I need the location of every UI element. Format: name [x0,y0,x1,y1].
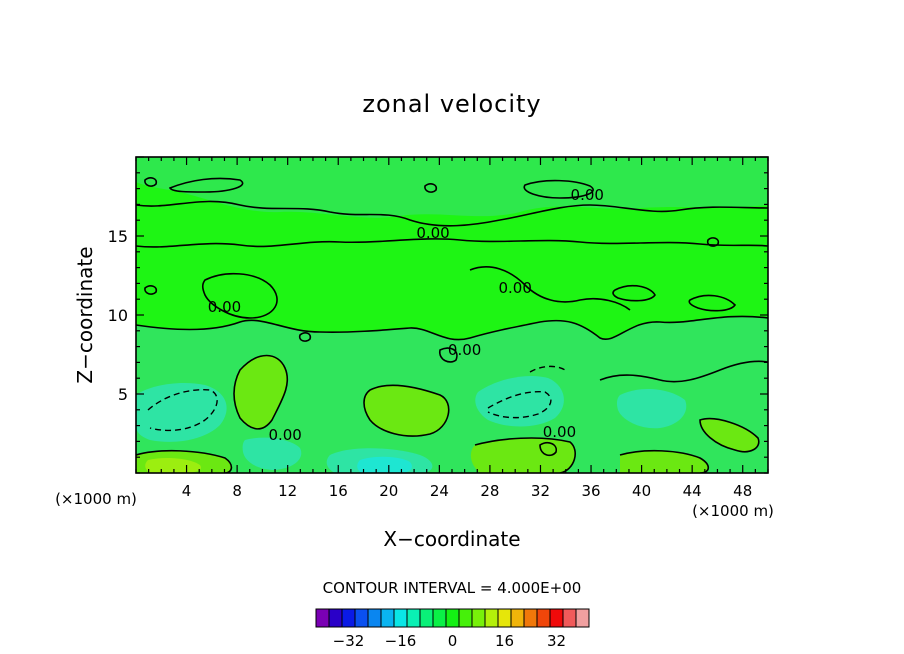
colorbar-swatch [367,608,382,628]
colorbar-tick-label: 0 [448,632,458,650]
colorbar-swatch [315,608,330,628]
colorbar-swatch [393,608,408,628]
chart-title: zonal velocity [362,90,541,118]
y-tick-label: 5 [118,385,128,404]
colorbar-swatch [354,608,369,628]
contour-labels: 0.00 0.00 0.00 0.00 0.00 0.00 0.00 [208,186,604,444]
colorbar-swatch [549,608,564,628]
colorbar-swatch [380,608,395,628]
x-tick-label: 44 [683,482,702,500]
x-tick-label: 12 [278,482,297,500]
colorbar-tick-label: −16 [385,632,417,650]
colorbar-swatch [458,608,473,628]
colorbar-swatch [445,608,460,628]
colorbar-swatch [523,608,538,628]
contour-label: 0.00 [208,298,241,316]
contour-label: 0.00 [571,186,604,204]
x-axis-label: X−coordinate [383,527,520,551]
x-tick-label: 24 [430,482,449,500]
region-negative-core-2 [475,375,564,427]
x-axis: 4 8 12 16 20 24 28 32 36 40 44 48 [135,157,769,500]
region-positive-1 [234,355,288,429]
y-axis-label: Z−coordinate [73,246,97,383]
y-axis: 5 10 15 [108,156,768,474]
zero-contours [136,177,768,473]
region-negative-core-1 [136,383,227,442]
colorbar-swatch [484,608,499,628]
contour-label: 0.00 [543,423,576,441]
colorbar-swatch [575,608,590,628]
colorbar-swatch [510,608,525,628]
x-tick-label: 48 [733,482,752,500]
colorbar-swatch [562,608,577,628]
contour-label: 0.00 [416,224,449,242]
contour-interval-label: CONTOUR INTERVAL = 4.000E+00 [323,579,582,597]
y-tick-label: 10 [108,306,128,325]
x-axis-unit-left: (×1000 m) [55,490,137,508]
x-tick-label: 36 [581,482,600,500]
x-tick-label: 32 [531,482,550,500]
x-axis-unit-right: (×1000 m) [692,502,774,520]
x-tick-label: 20 [379,482,398,500]
region-negative-core-3 [616,388,687,429]
colorbar-swatch [406,608,421,628]
colorbar-swatch [536,608,551,628]
plot-area [136,157,768,473]
colorbar-tick-label: 32 [547,632,566,650]
contour-label: 0.00 [448,341,481,359]
x-tick-label: 40 [632,482,651,500]
y-tick-label: 15 [108,227,128,246]
colorbar-swatch [497,608,512,628]
x-tick-label: 16 [329,482,348,500]
region-negative-core-6 [357,456,412,473]
negative-contours [147,365,566,432]
colorbar-tick-label: 16 [495,632,514,650]
colorbar-swatch [471,608,486,628]
colorbar-swatch [432,608,447,628]
region-positive-3 [470,438,576,473]
region-negative-core-5 [242,437,302,470]
x-tick-label: 8 [232,482,242,500]
colorbar: −32 −16 0 16 32 [315,608,590,650]
colorbar-tick-label: −32 [333,632,365,650]
x-tick-label: 4 [182,482,192,500]
colorbar-swatch [341,608,356,628]
colorbar-swatch [328,608,343,628]
x-tick-label: 28 [480,482,499,500]
region-positive-2 [364,385,449,437]
region-negative-upper [136,157,768,218]
contour-label: 0.00 [268,426,301,444]
colorbar-swatch [419,608,434,628]
region-negative-lower [136,316,768,473]
region-positive-6 [700,418,759,452]
contour-label: 0.00 [498,279,531,297]
